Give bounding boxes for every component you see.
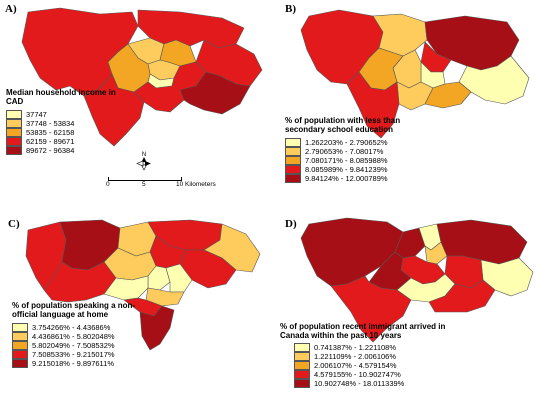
legend-label: 37747 [26,110,47,119]
legend-item: 2.790653% - 7.08017% [285,147,445,156]
legend-item: 62159 - 89671 [6,137,126,146]
legend-label: 2.790653% - 7.08017% [305,147,384,156]
legend-item: 10.902748% - 18.011339% [280,379,460,388]
map-region [346,71,400,139]
map-region [396,81,434,111]
legend-label: 4.579155% - 10.902747% [314,370,401,379]
legend-item: 8.085989% - 9.841239% [285,165,445,174]
legend-item: 37748 - 53834 [6,119,126,128]
legend-title: % of population with less than secondary… [285,116,401,134]
legend-label: 1.221109% - 2.006106% [314,352,397,361]
legend-swatch [285,147,301,156]
legend-label: 10.902748% - 18.011339% [314,379,405,388]
legend-label: 37748 - 53834 [26,119,75,128]
panel-label: B) [285,3,296,15]
legend-item: 53835 - 62158 [6,128,126,137]
legend-item: 0.741387% - 1.221108% [280,343,460,352]
legend-label: 2.006107% - 4.579154% [314,361,397,370]
legend-label: 7.080171% - 8.085988% [305,156,388,165]
legend-item: 9.84124% - 12.000789% [285,174,445,183]
legend-item: 7.508533% - 9.215017% [12,350,152,359]
legend-swatch [294,370,310,379]
map-a [21,7,263,147]
legend-item: 4.579155% - 10.902747% [280,370,460,379]
panel-label: C) [8,218,20,230]
panel-d: D) % of population recent immigrant arri… [275,200,550,401]
map-region [424,81,472,109]
map-b [300,9,530,139]
map-c [25,219,261,351]
legend-b: % of population with less than secondary… [285,116,445,183]
legend-label: 1.262203% - 2.790652% [305,138,388,147]
legend-item: 1.221109% - 2.006106% [280,352,460,361]
legend-swatch [6,119,22,128]
legend-title: % of population recent immigrant arrived… [280,322,446,340]
legend-item: 37747 [6,110,126,119]
map-d [300,217,534,343]
legend-swatch [285,156,301,165]
legend-item: 9.215018% - 9.897611% [12,359,152,368]
legend-label: 9.215018% - 9.897611% [32,359,115,368]
legend-item: 3.754266% - 4.43686% [12,323,152,332]
panel-c: C) % of population speaking a non-offici… [0,200,275,401]
legend-c: % of population speaking a non-official … [12,301,152,368]
legend-label: 8.085989% - 9.841239% [305,165,388,174]
legend-swatch [285,138,301,147]
panel-label: A) [5,3,17,15]
legend-swatch [294,343,310,352]
scale-tick-0: 0 [106,181,110,188]
map-region [179,71,251,115]
map-region [396,273,456,303]
legend-swatch [12,359,28,368]
map-region [330,275,412,343]
legend-swatch [12,332,28,341]
legend-swatch [285,174,301,183]
legend-item: 7.080171% - 8.085988% [285,156,445,165]
legend-label: 89672 - 96384 [26,146,75,155]
legend-swatch [12,323,28,332]
compass-north-arrow-icon: N [136,152,151,171]
scale-tick-10: 10 Kilometers [176,181,216,188]
legend-item: 89672 - 96384 [6,146,126,155]
legend-item: 1.262203% - 2.790652% [285,138,445,147]
map-region [43,261,117,303]
panel-b: B) % of population with less than second… [275,0,550,200]
panel-a: A) Median household income in CAD 37747 [0,0,275,200]
map-region [428,279,496,313]
legend-label: 4.436861% - 5.802048% [32,332,115,341]
legend-swatch [6,128,22,137]
legend-swatch [294,379,310,388]
map-region [83,73,145,147]
legend-item: 4.436861% - 5.802048% [12,332,152,341]
legend-swatch [6,137,22,146]
legend-d: % of population recent immigrant arrived… [280,322,460,388]
legend-swatch [294,352,310,361]
legend-swatch [294,361,310,370]
legend-label: 9.84124% - 12.000789% [305,174,388,183]
north-letter: N [142,152,146,158]
legend-label: 62159 - 89671 [26,137,75,146]
map-region [103,275,149,301]
scale-bar-line [108,177,182,181]
scale-tick-5: 5 [142,181,146,188]
legend-swatch [6,146,22,155]
legend-label: 3.754266% - 4.43686% [32,323,111,332]
panel-label: D) [285,218,297,230]
legend-label: 53835 - 62158 [26,128,75,137]
legend-swatch [12,350,28,359]
legend-swatch [285,165,301,174]
legend-label: 7.508533% - 9.215017% [32,350,115,359]
legend-swatch [6,110,22,119]
legend-a: Median household income in CAD 37747 377… [6,88,126,155]
scale-bar: 0 5 10 Kilometers [104,175,264,193]
map-region [139,305,175,351]
legend-label: 0.741387% - 1.221108% [314,343,397,352]
legend-swatch [12,341,28,350]
legend-title: Median household income in CAD [6,88,116,106]
legend-item: 2.006107% - 4.579154% [280,361,460,370]
legend-title: % of population speaking a non-official … [12,301,136,319]
legend-label: 5.802049% - 7.508532% [32,341,115,350]
legend-item: 5.802049% - 7.508532% [12,341,152,350]
